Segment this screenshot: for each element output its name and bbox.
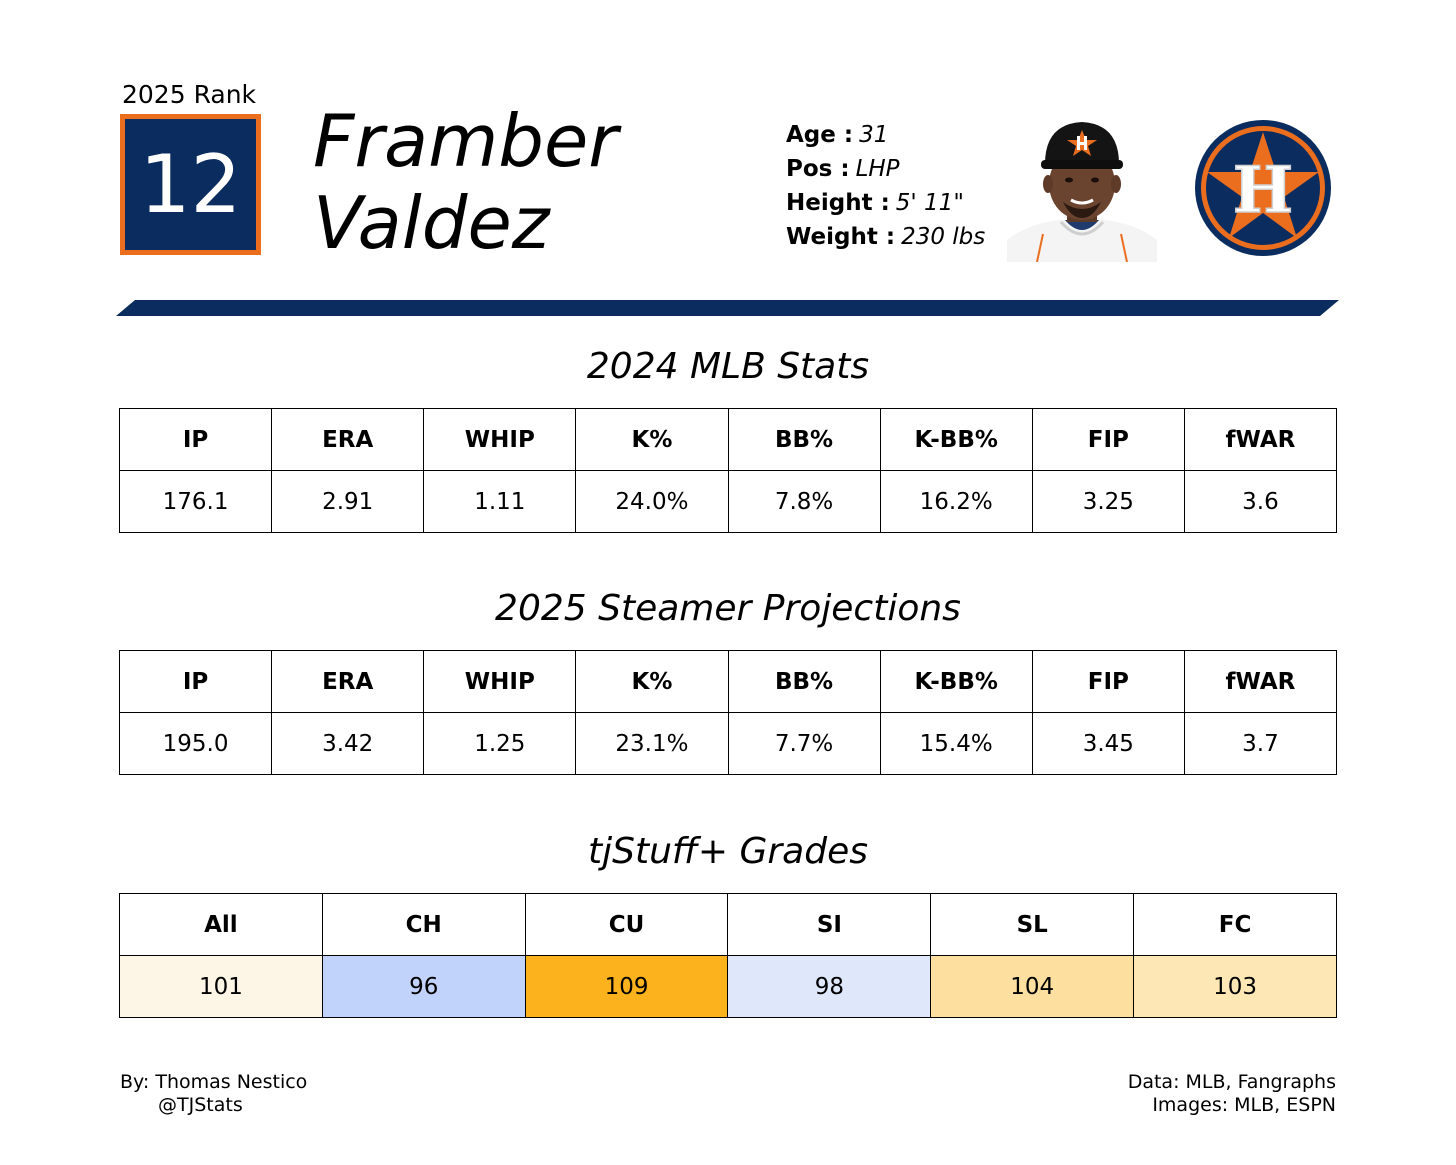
col-header: BB%: [727, 408, 881, 471]
table-row: 195.0 3.42 1.25 23.1% 7.7% 15.4% 3.45 3.…: [118, 712, 1338, 775]
col-header: SL: [930, 893, 1135, 956]
footer-credits: By: Thomas Nestico @TJStats: [120, 1071, 307, 1117]
grade-cell: 101: [119, 955, 323, 1018]
rank-label: 2025 Rank: [122, 80, 257, 109]
stats-2024-title: 2024 MLB Stats: [586, 346, 870, 387]
player-first-name: Framber: [313, 99, 618, 183]
grade-cell: 109: [524, 955, 729, 1018]
col-header: fWAR: [1183, 650, 1338, 713]
bio-age-value: 31: [859, 122, 889, 148]
col-header: fWAR: [1183, 408, 1338, 471]
bio-weight: Weight :230 lbs: [786, 220, 985, 254]
grade-cell: 103: [1133, 955, 1337, 1018]
table-cell: 3.42: [271, 712, 425, 775]
col-header: ERA: [271, 408, 425, 471]
bio-position-label: Pos :: [786, 156, 850, 182]
table-header-row: IP ERA WHIP K% BB% K-BB% FIP fWAR: [118, 650, 1338, 713]
col-header: WHIP: [423, 650, 577, 713]
col-header: FC: [1133, 893, 1337, 956]
col-header: K%: [575, 650, 729, 713]
projections-2025-title: 2025 Steamer Projections: [495, 588, 961, 629]
footer-image-source: Images: MLB, ESPN: [1152, 1094, 1336, 1116]
player-last-name: Valdez: [313, 181, 550, 265]
bio-age-label: Age :: [786, 122, 854, 148]
table-header-row: IP ERA WHIP K% BB% K-BB% FIP fWAR: [118, 408, 1338, 471]
rank-badge: 12: [120, 114, 261, 255]
table-cell: 23.1%: [575, 712, 729, 775]
table-cell: 176.1: [118, 470, 273, 533]
table-cell: 3.45: [1031, 712, 1185, 775]
col-header: BB%: [727, 650, 881, 713]
col-header: IP: [118, 650, 273, 713]
col-header: K%: [575, 408, 729, 471]
table-cell: 1.11: [423, 470, 577, 533]
footer-sources: Data: MLB, Fangraphs Images: MLB, ESPN: [1128, 1071, 1336, 1117]
col-header: K-BB%: [879, 650, 1033, 713]
col-header: ERA: [271, 650, 425, 713]
footer-data-source: Data: MLB, Fangraphs: [1127, 1071, 1336, 1093]
player-name: Framber Valdez: [313, 100, 618, 264]
col-header: SI: [727, 893, 932, 956]
table-cell: 1.25: [423, 712, 577, 775]
player-bio: Age :31 Pos : LHP Height :5' 11" Weight :…: [786, 118, 985, 254]
col-header: FIP: [1031, 650, 1185, 713]
bio-weight-label: Weight :: [786, 224, 896, 250]
bio-height: Height :5' 11": [786, 186, 985, 220]
grade-cell: 104: [930, 955, 1135, 1018]
table-cell: 2.91: [271, 470, 425, 533]
bio-position-value: LHP: [855, 156, 900, 182]
bio-height-value: 5' 11": [895, 190, 964, 216]
table-cell: 7.8%: [727, 470, 881, 533]
table-row: 101 96 109 98 104 103: [119, 955, 1337, 1018]
table-cell: 3.6: [1183, 470, 1338, 533]
table-cell: 195.0: [118, 712, 273, 775]
grade-cell: 98: [727, 955, 932, 1018]
table-cell: 24.0%: [575, 470, 729, 533]
table-cell: 16.2%: [879, 470, 1033, 533]
col-header: All: [119, 893, 323, 956]
table-header-row: All CH CU SI SL FC: [119, 893, 1337, 956]
col-header: CU: [524, 893, 729, 956]
team-logo-letter: H: [1233, 153, 1293, 228]
bio-height-label: Height :: [786, 190, 890, 216]
table-cell: 3.7: [1183, 712, 1338, 775]
team-logo-icon: H: [1195, 120, 1331, 256]
grades-table: All CH CU SI SL FC 101 96 109 98 104 103: [119, 893, 1337, 1018]
footer-handle: @TJStats: [158, 1094, 243, 1116]
grades-title: tjStuff+ Grades: [587, 831, 868, 872]
table-cell: 3.25: [1031, 470, 1185, 533]
table-row: 176.1 2.91 1.11 24.0% 7.8% 16.2% 3.25 3.…: [118, 470, 1338, 533]
col-header: K-BB%: [879, 408, 1033, 471]
stats-2024-table: IP ERA WHIP K% BB% K-BB% FIP fWAR 176.1 …: [118, 408, 1338, 533]
col-header: WHIP: [423, 408, 577, 471]
bio-weight-value: 230 lbs: [901, 224, 986, 250]
table-cell: 7.7%: [727, 712, 881, 775]
grade-cell: 96: [321, 955, 526, 1018]
col-header: CH: [321, 893, 526, 956]
col-header: IP: [118, 408, 273, 471]
bio-age: Age :31: [786, 118, 985, 152]
footer-author: By: Thomas Nestico: [120, 1071, 308, 1093]
col-header: FIP: [1031, 408, 1185, 471]
player-headshot: [1007, 122, 1157, 262]
header-divider: [116, 300, 1339, 316]
bio-position: Pos : LHP: [786, 152, 985, 186]
table-cell: 15.4%: [879, 712, 1033, 775]
projections-2025-table: IP ERA WHIP K% BB% K-BB% FIP fWAR 195.0 …: [118, 650, 1338, 775]
